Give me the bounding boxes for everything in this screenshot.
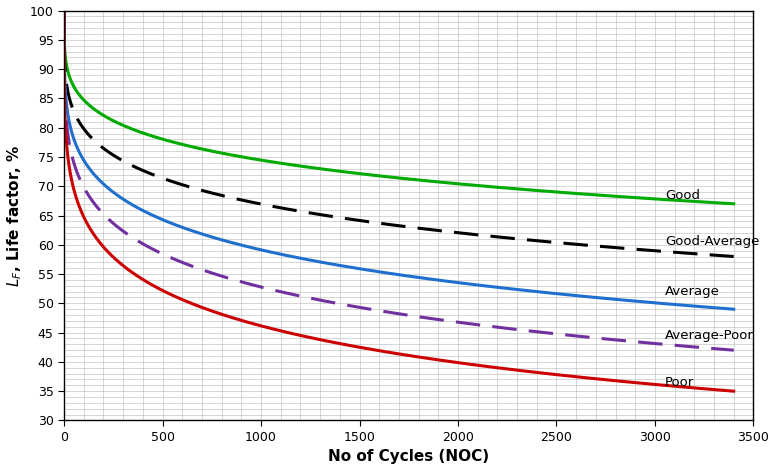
- Text: Average-Poor: Average-Poor: [665, 329, 753, 342]
- Text: Poor: Poor: [665, 376, 694, 389]
- Y-axis label: $L_F$, Life factor, %: $L_F$, Life factor, %: [5, 144, 24, 287]
- Text: Good-Average: Good-Average: [665, 235, 759, 248]
- Text: Average: Average: [665, 285, 719, 298]
- Text: Good: Good: [665, 188, 700, 202]
- X-axis label: No of Cycles (NOC): No of Cycles (NOC): [328, 449, 490, 464]
